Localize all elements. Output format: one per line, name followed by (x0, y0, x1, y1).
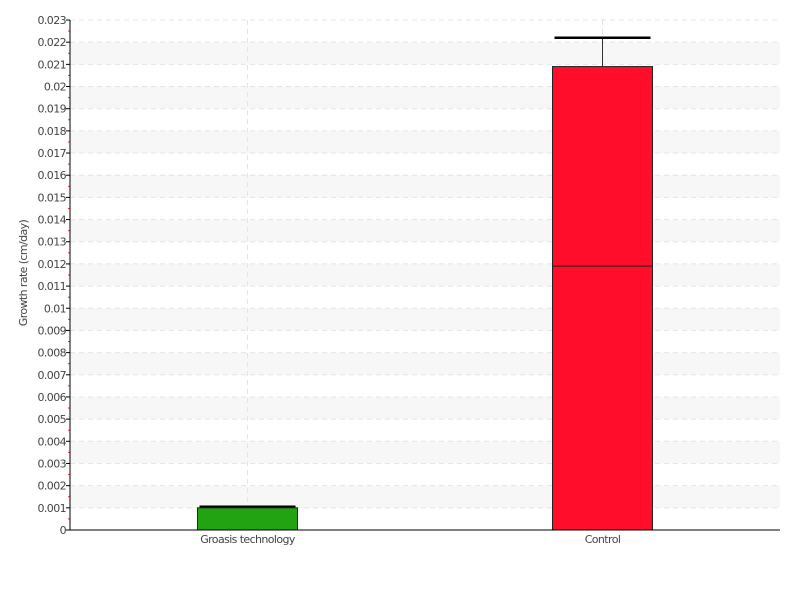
y-tick-labels: 0 0.001 0.002 0.003 0.004 0.005 0.006 0.007 0.00… (38, 14, 68, 537)
y-tick-label: 0.013 (38, 236, 67, 249)
axes (66, 19, 780, 531)
x-tick-label: Control (585, 533, 621, 546)
y-tick-label: 0.015 (38, 191, 67, 204)
x-tick-label: Groasis technology (200, 533, 296, 546)
y-tick-label: 0.01 (44, 302, 66, 315)
grid-band (70, 352, 780, 375)
y-axis-label: Growth rate (cm/day) (17, 219, 30, 326)
y-tick-label: 0.005 (38, 413, 67, 426)
grid-band (70, 175, 780, 198)
gridlines (70, 19, 780, 530)
y-tick-label: 0.022 (38, 36, 67, 49)
y-tick-label: 0.019 (38, 103, 67, 116)
y-tick-label: 0.009 (38, 324, 67, 337)
grid-band (70, 130, 780, 154)
y-tick-label: 0.02 (44, 81, 66, 94)
grid-band (70, 86, 780, 109)
grid-band (70, 396, 780, 420)
y-tick-label: 0.016 (38, 169, 67, 182)
x-tick-labels: Groasis technology Control (200, 533, 621, 546)
y-tick-label: 0.002 (38, 480, 67, 493)
box (552, 66, 653, 531)
y-tick-label: 0.021 (38, 58, 67, 71)
y-tick-label: 0.012 (38, 258, 67, 271)
y-tick-label: 0.017 (38, 147, 67, 160)
y-tick-label: 0.018 (38, 125, 67, 138)
y-tick-label: 0.023 (38, 14, 67, 27)
y-tick-label: 0.007 (38, 369, 67, 382)
grid-band (70, 219, 780, 242)
grid-band (70, 485, 780, 508)
y-tick-label: 0.008 (38, 347, 67, 360)
grid-band (70, 441, 780, 464)
grid-bands (70, 42, 780, 508)
y-tick-label: 0.001 (38, 502, 67, 515)
grid-band (70, 263, 780, 287)
y-tick-label: 0.003 (38, 457, 67, 470)
y-tick-label: 0.004 (38, 435, 67, 448)
box (197, 507, 298, 531)
y-tick-label: 0.011 (38, 280, 67, 293)
grid-band (70, 308, 780, 331)
y-tick-label: 0.006 (38, 391, 67, 404)
y-tick-label: 0.014 (38, 214, 67, 227)
grid-band (70, 42, 780, 65)
y-tick-label: 0 (60, 524, 67, 537)
